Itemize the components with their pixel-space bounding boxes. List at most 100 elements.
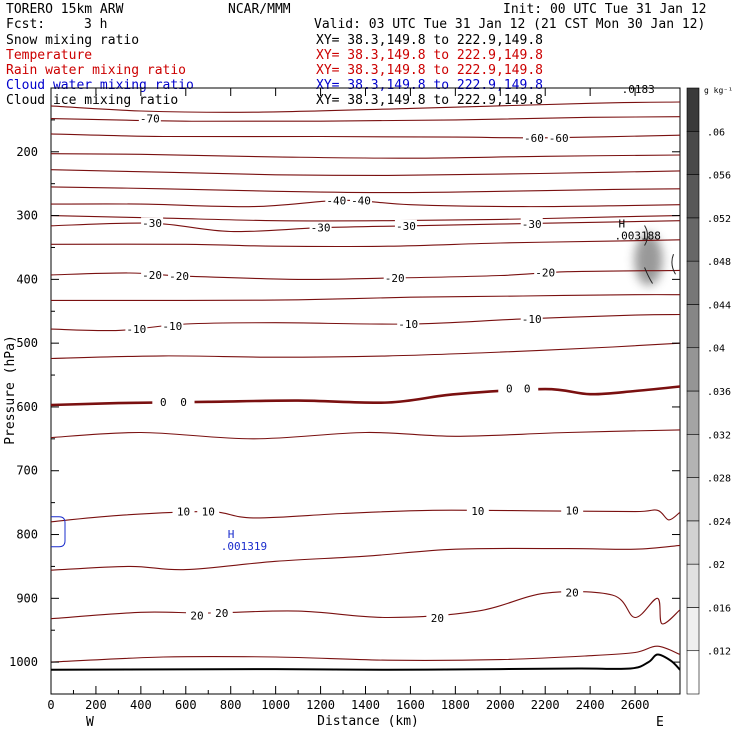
- isotherm-line: [51, 116, 680, 122]
- isotherm-label-bg: [172, 395, 195, 408]
- isotherm-label-bg: [186, 609, 209, 622]
- field-legend: Snow mixing ratio XY= 38.3,149.8 to 222.…: [6, 33, 543, 108]
- isotherm-label: -10: [398, 318, 418, 331]
- isotherm-label: 10: [471, 505, 484, 518]
- colorbar-tick-label: .016: [707, 603, 731, 614]
- isotherm-label-bg: [172, 505, 195, 518]
- y-tick-label: 800: [16, 528, 38, 542]
- colorbar-bin: [686, 433, 700, 478]
- isotherm-label-bg: [426, 612, 449, 625]
- isotherm-label-bg: [561, 504, 584, 517]
- colorbar-bin: [686, 130, 700, 175]
- isotherm-label: -10: [126, 323, 146, 336]
- isotherm-label-bg: [309, 221, 332, 234]
- cloud-ice-contour: [644, 225, 676, 284]
- isotherm-label: 10: [177, 506, 190, 519]
- cloud-ice-max-marker: H: [619, 217, 626, 230]
- isotherm-label: -40: [326, 194, 346, 207]
- colorbar-bin: [686, 217, 700, 262]
- y-tick-label: 1000: [9, 655, 38, 669]
- isotherm-label: 20: [215, 607, 228, 620]
- isotherm-line: [51, 385, 680, 407]
- colorbar-bin: [686, 477, 700, 522]
- plot-frame: [50, 87, 681, 695]
- isotherm-label-bg: [161, 319, 184, 332]
- y-tick-label: 500: [16, 336, 38, 350]
- field-xy: XY= 38.3,149.8 to 222.9,149.8: [316, 78, 543, 93]
- isotherm-label-bg: [325, 194, 348, 207]
- field-xy: XY= 38.3,149.8 to 222.9,149.8: [316, 48, 543, 63]
- colorbar-tick-label: .032: [707, 430, 731, 441]
- colorbar-tick-label: .056: [707, 171, 731, 182]
- isotherm-line: [51, 591, 680, 625]
- isotherm-label: -20: [142, 269, 162, 282]
- x-tick-label: 1400: [351, 698, 380, 712]
- isotherm-label-bg: [397, 318, 420, 331]
- isotherm-label-bg: [498, 382, 521, 395]
- isotherm-label: -10: [522, 313, 542, 326]
- isotherm-label-bg: [534, 266, 557, 279]
- field-xy: XY= 38.3,149.8 to 222.9,149.8: [316, 33, 543, 48]
- colorbar-tick-label: .048: [707, 257, 731, 268]
- isotherm-label-bg: [516, 382, 539, 395]
- colorbar-tick-label: .012: [707, 647, 731, 658]
- field-name: Snow mixing ratio: [6, 33, 139, 48]
- isotherm-line: [51, 153, 680, 159]
- isotherm-label: -40: [351, 194, 371, 207]
- colorbar-bin: [686, 390, 700, 435]
- y-tick-label: 400: [16, 272, 38, 286]
- isotherm-label: 10: [566, 504, 579, 517]
- east-label: E: [656, 715, 664, 730]
- isotherm-label-bg: [547, 131, 570, 144]
- init-time: Init: 00 UTC Tue 31 Jan 12: [503, 2, 707, 17]
- x-tick-label: 1800: [441, 698, 470, 712]
- x-tick-label: 2600: [621, 698, 650, 712]
- isotherm-label: -30: [142, 217, 162, 230]
- x-tick-label: 2400: [576, 698, 605, 712]
- field-xy: XY= 38.3,149.8 to 222.9,149.8: [316, 63, 543, 78]
- header: TORERO 15km ARW NCAR/MMM Init: 00 UTC Tu…: [6, 2, 707, 32]
- x-tick-label: 1200: [306, 698, 335, 712]
- isotherm-line: [51, 186, 680, 194]
- isotherm-label-bg: [210, 606, 233, 619]
- x-axis-title: Distance (km): [317, 714, 419, 729]
- colorbar-bin: [686, 650, 700, 695]
- isotherm-line: [51, 169, 680, 176]
- y-tick-label: 900: [16, 591, 38, 605]
- colorbar-tick-label: .06: [707, 127, 725, 138]
- axes-layer: 0 200 400 600 800 1000 1200 1400 1600 1800 2000 220…: [9, 88, 680, 712]
- field-name: Cloud ice mixing ratio: [6, 93, 178, 108]
- colorbar-tick-label: .036: [707, 387, 731, 398]
- x-tick-label: 1000: [261, 698, 290, 712]
- isotherm-line: [51, 544, 680, 571]
- x-tick-label: 800: [220, 698, 242, 712]
- isotherm-label: 20: [431, 612, 444, 625]
- isotherm-line: [51, 342, 680, 360]
- isotherm-label: -20: [169, 270, 189, 283]
- isotherm-line: [51, 294, 680, 301]
- field-name: Rain water mixing ratio: [6, 63, 186, 78]
- isotherm-label: -20: [385, 272, 405, 285]
- x-tick-label: 0: [47, 698, 54, 712]
- isotherm-line: [51, 101, 680, 113]
- cloud-ice-max-value: .003188: [615, 229, 661, 242]
- isotherm-label-bg: [197, 505, 220, 518]
- terrain-line: [51, 653, 680, 671]
- cloud-water-max-marker: H: [228, 528, 235, 541]
- cloud-water-contour: [51, 516, 66, 548]
- isotherm-line: [51, 199, 680, 208]
- field-name: Temperature: [6, 48, 92, 63]
- isotherm-label: -30: [522, 218, 542, 231]
- isotherm-line: [51, 239, 680, 248]
- colorbar-tick-label: .04: [707, 344, 725, 355]
- isotherm-label: 10: [202, 506, 215, 519]
- y-tick-label: 700: [16, 464, 38, 478]
- isotherm-line: [51, 645, 680, 663]
- colorbar-bin: [686, 347, 700, 392]
- x-tick-label: 400: [130, 698, 152, 712]
- isotherm-label-bg: [383, 272, 406, 285]
- isotherm-label: -20: [535, 266, 555, 279]
- cloud-water-max-value: .001319: [221, 540, 267, 553]
- isotherm-label: 0: [180, 396, 187, 409]
- isotherm-label-bg: [350, 194, 373, 207]
